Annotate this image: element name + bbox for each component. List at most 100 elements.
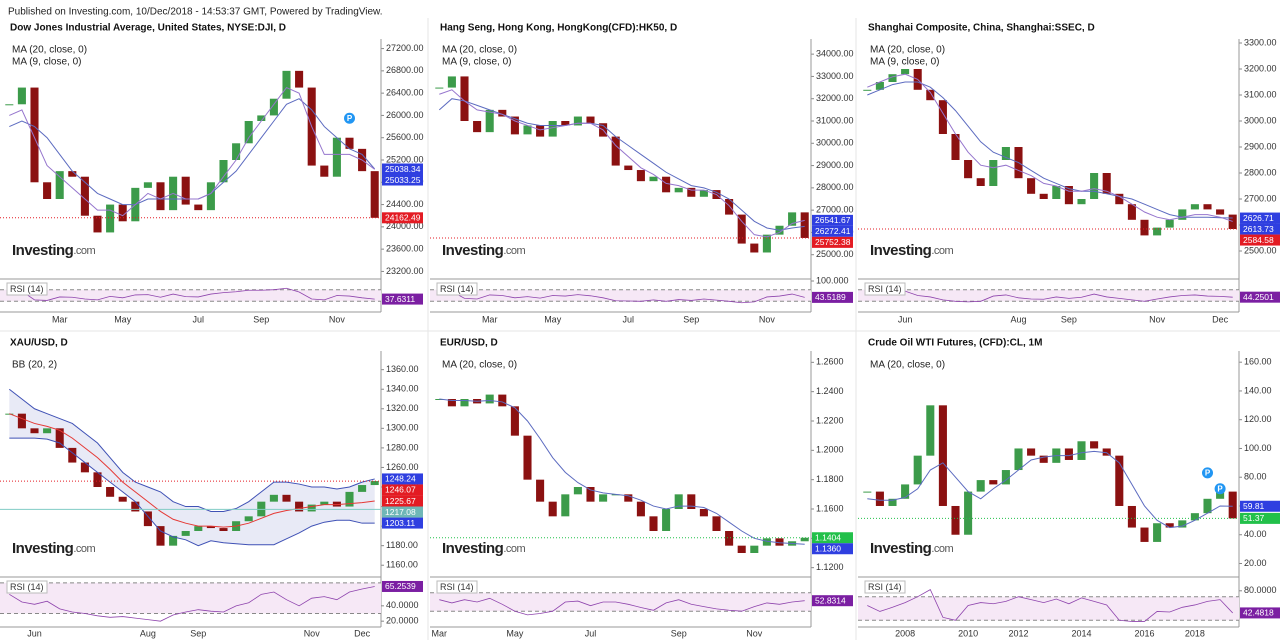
candle <box>649 176 658 182</box>
candle <box>800 537 809 542</box>
candle <box>737 214 746 244</box>
candle <box>219 528 228 531</box>
price-tag-label: 25038.34 <box>385 164 421 174</box>
candle <box>725 199 734 215</box>
price-tag <box>382 212 423 224</box>
candle <box>536 125 545 137</box>
watermark-suffix: .com <box>73 543 95 555</box>
chart-title: XAU/USD, D <box>10 338 68 349</box>
candle <box>106 204 115 233</box>
candle <box>1001 147 1010 160</box>
price-tag <box>382 484 423 496</box>
rsi-label-box <box>864 580 906 594</box>
y-tick-label: 1160.00 <box>386 560 418 570</box>
candle <box>17 413 26 429</box>
event-marker-label: P <box>347 114 353 123</box>
y-tick-label: 31000.00 <box>816 115 854 125</box>
candle <box>561 121 570 126</box>
candle <box>510 406 519 436</box>
y-tick-label: 25200.00 <box>386 154 424 164</box>
y-tick-label: 3300.00 <box>1244 37 1277 47</box>
event-marker <box>344 112 355 124</box>
event-marker <box>1214 483 1226 495</box>
candle <box>687 187 696 197</box>
overlay-line <box>867 81 1233 219</box>
candle <box>1228 214 1237 230</box>
rsi-tag-label: 52.8314 <box>815 595 846 605</box>
x-tick-label: Sep <box>683 314 699 324</box>
candle <box>68 447 77 463</box>
candle <box>282 494 291 502</box>
x-tick-label: Nov <box>746 628 763 638</box>
rsi-tag <box>1240 607 1280 619</box>
indicator-label: MA (20, close, 0) <box>12 45 87 56</box>
y-tick-label: 25000.00 <box>816 249 854 259</box>
candle <box>345 491 354 507</box>
published-note: Published on Investing.com, 10/Dec/2018 … <box>8 7 382 18</box>
candle <box>1001 470 1010 485</box>
indicator-label: BB (20, 2) <box>12 360 57 371</box>
y-tick-label: 160.00 <box>1244 357 1272 367</box>
candle <box>674 187 683 193</box>
candle <box>485 394 494 404</box>
candle <box>460 76 469 121</box>
overlay-line <box>9 98 376 206</box>
chart-title: EUR/USD, D <box>440 338 498 349</box>
candle <box>1027 448 1036 456</box>
candle <box>674 494 683 509</box>
candle <box>358 485 367 492</box>
overlay-line <box>9 437 375 547</box>
candle <box>169 535 178 546</box>
candle <box>976 480 985 492</box>
x-tick-label: Jul <box>585 628 597 638</box>
y-tick-label: 34000.00 <box>816 49 854 59</box>
candle <box>156 182 165 211</box>
candle <box>800 212 809 238</box>
price-tag <box>1240 500 1280 512</box>
candle <box>206 182 215 211</box>
band-fill <box>9 389 375 546</box>
rsi-tag <box>382 293 423 305</box>
candle <box>307 504 316 512</box>
event-marker-label: P <box>1205 469 1211 478</box>
candle <box>473 121 482 133</box>
x-tick-label: Mar <box>52 314 68 324</box>
y-tick-label: 2800.00 <box>1244 167 1277 177</box>
rsi-line <box>867 589 1233 622</box>
watermark-name: Investing <box>442 540 504 557</box>
candle <box>976 178 985 186</box>
watermark: Investing.com <box>12 242 96 259</box>
candle <box>435 87 444 89</box>
y-tick-label: 33000.00 <box>816 71 854 81</box>
candle <box>536 479 545 502</box>
rsi-tick-label: 20.0000 <box>386 616 419 626</box>
rsi-label-box <box>436 580 478 594</box>
indicator-label: MA (20, close, 0) <box>870 45 945 56</box>
y-tick-label: 24000.00 <box>386 221 424 231</box>
candle <box>206 526 215 529</box>
x-tick-label: Mar <box>482 314 498 324</box>
x-tick-label: 2010 <box>958 628 978 638</box>
rsi-tag <box>382 580 423 592</box>
x-tick-label: Aug <box>1010 314 1026 324</box>
candle <box>699 190 708 197</box>
rsi-label: RSI (14) <box>10 582 44 592</box>
rsi-line <box>9 287 375 301</box>
candle <box>573 116 582 126</box>
candle <box>636 170 645 182</box>
candle <box>55 171 64 199</box>
y-tick-label: 23600.00 <box>386 244 424 254</box>
y-tick-label: 1.1600 <box>816 503 844 513</box>
rsi-band <box>430 289 811 302</box>
candle <box>964 491 973 535</box>
candle <box>1165 219 1174 228</box>
x-tick-label: Nov <box>759 314 776 324</box>
candle <box>244 516 253 522</box>
rsi-band <box>0 582 381 614</box>
candle <box>5 104 14 106</box>
candle <box>17 87 26 105</box>
y-tick-label: 26000.00 <box>386 110 424 120</box>
candle <box>485 109 494 133</box>
y-tick-label: 3100.00 <box>1244 89 1277 99</box>
